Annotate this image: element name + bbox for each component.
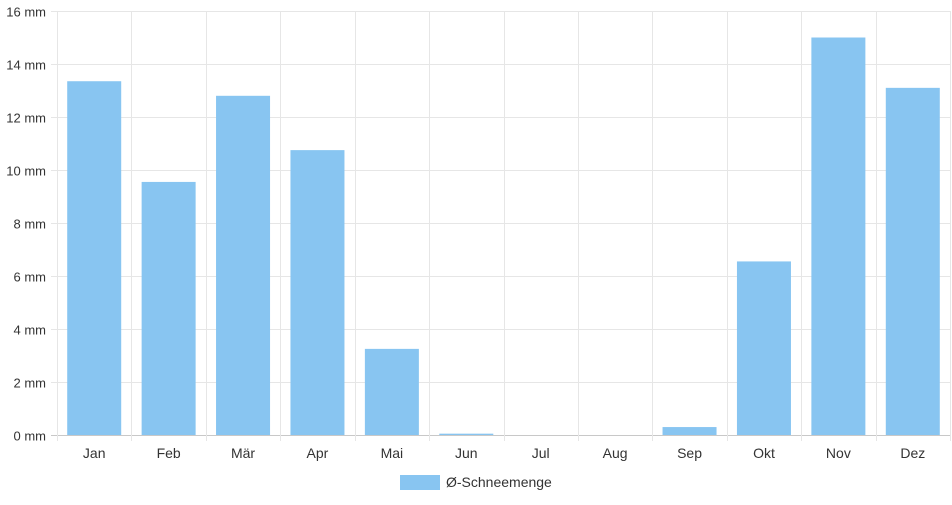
y-tick-label: 8 mm bbox=[14, 217, 47, 232]
x-tick-label: Aug bbox=[603, 445, 628, 461]
bar bbox=[439, 433, 494, 435]
y-tick-label: 10 mm bbox=[6, 164, 46, 179]
y-tick-label: 14 mm bbox=[6, 58, 46, 73]
x-tick-label: Feb bbox=[157, 445, 181, 461]
y-tick-label: 2 mm bbox=[14, 376, 47, 391]
bar bbox=[141, 181, 196, 435]
bar bbox=[885, 87, 940, 435]
x-tick-label: Sep bbox=[677, 445, 702, 461]
x-tick-label: Mär bbox=[231, 445, 255, 461]
legend-label: Ø-Schneemenge bbox=[446, 474, 552, 490]
bar bbox=[67, 81, 122, 435]
x-tick-label: Nov bbox=[826, 445, 851, 461]
bar bbox=[811, 37, 866, 435]
x-tick-label: Okt bbox=[753, 445, 775, 461]
y-tick-label: 6 mm bbox=[14, 270, 47, 285]
bar bbox=[364, 348, 419, 435]
bar bbox=[662, 427, 717, 435]
x-tick-label: Mai bbox=[381, 445, 404, 461]
y-tick-label: 12 mm bbox=[6, 111, 46, 126]
y-tick-label: 0 mm bbox=[14, 429, 47, 444]
x-tick-label: Jun bbox=[455, 445, 478, 461]
bar bbox=[736, 261, 791, 435]
x-tick-label: Apr bbox=[307, 445, 329, 461]
y-tick-label: 16 mm bbox=[6, 5, 46, 20]
y-tick-label: 4 mm bbox=[14, 323, 47, 338]
x-tick-label: Dez bbox=[900, 445, 925, 461]
x-tick-label: Jan bbox=[83, 445, 106, 461]
legend-swatch bbox=[400, 475, 440, 490]
bar bbox=[216, 95, 271, 436]
bar bbox=[290, 150, 345, 435]
x-tick-label: Jul bbox=[532, 445, 550, 461]
